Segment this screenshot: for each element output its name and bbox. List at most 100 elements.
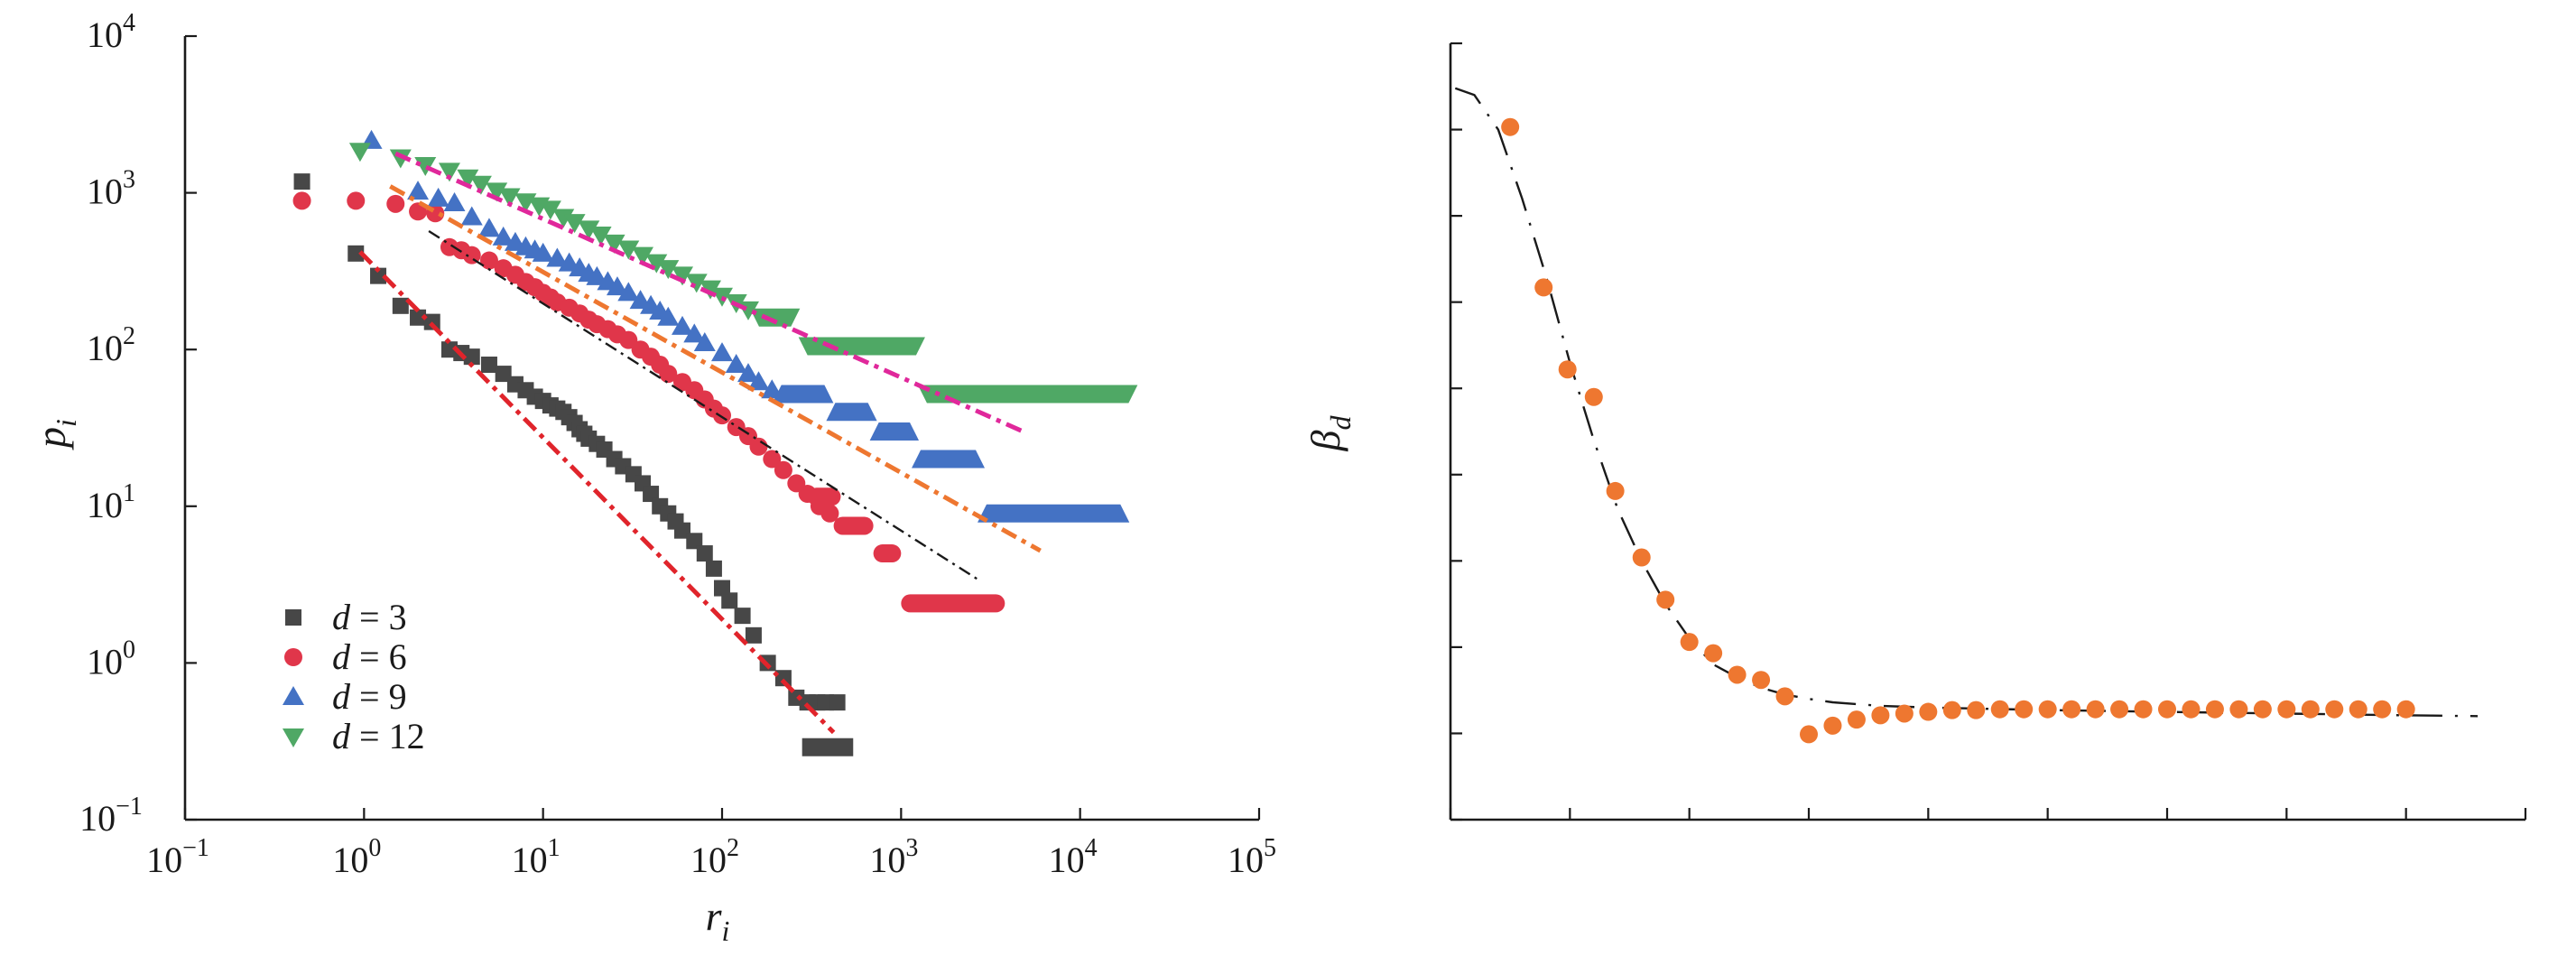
legend-symbol: d	[332, 597, 351, 637]
y-tick-exponent: −1	[116, 793, 143, 821]
plateau-band	[826, 403, 877, 422]
data-point	[389, 149, 412, 169]
plateau-band	[901, 594, 1005, 613]
data-point	[774, 460, 792, 479]
y-tick-base: 10	[87, 328, 123, 368]
data-point	[477, 218, 500, 237]
data-point	[479, 251, 498, 270]
legend-label: d = 12	[332, 716, 425, 756]
y-tick-label: 100	[87, 636, 135, 682]
data-point	[693, 332, 716, 352]
data-point	[2277, 700, 2296, 719]
x-tick-exponent: 1	[548, 834, 561, 862]
legend-value: 6	[389, 636, 407, 677]
y-tick-label: 103	[87, 166, 135, 212]
data-point	[410, 309, 427, 326]
data-point	[632, 246, 653, 266]
data-point	[683, 323, 706, 343]
legend-equals: =	[350, 676, 389, 717]
y-tick-base: 10	[87, 485, 123, 525]
data-point	[438, 162, 460, 182]
plateau-band	[802, 738, 854, 756]
y-axis-label: pi	[28, 419, 82, 450]
legend-marker	[283, 686, 304, 705]
y-tick-base: 10	[87, 14, 123, 55]
y-tick-label: 101	[87, 479, 135, 525]
data-point	[829, 694, 846, 711]
data-point	[1847, 710, 1866, 729]
data-point	[457, 169, 479, 189]
x-tick-base: 10	[869, 840, 905, 880]
data-point	[2134, 700, 2153, 719]
x-tick-base: 10	[1049, 840, 1085, 880]
data-point	[2158, 700, 2176, 719]
data-point	[586, 265, 608, 285]
data-point	[539, 200, 561, 220]
data-point	[774, 670, 792, 687]
legend-symbol: d	[332, 676, 351, 717]
y-tick-base: 10	[87, 172, 123, 212]
data-point	[1752, 671, 1771, 690]
x-tick-exponent: 0	[368, 834, 381, 862]
data-point	[672, 266, 693, 286]
legend-marker	[285, 609, 301, 626]
data-point	[696, 545, 713, 562]
data-point	[645, 254, 668, 274]
data-point	[2110, 700, 2129, 719]
data-point	[705, 560, 722, 577]
data-point	[721, 592, 738, 609]
legend-value: 3	[389, 597, 407, 637]
data-point	[1895, 704, 1913, 723]
panel-a: 10−1 100 101 102 103 104 10510−110010110210310…	[28, 9, 1276, 947]
series-d12	[348, 143, 1138, 404]
legend-symbol: d	[332, 636, 351, 677]
x-tick-label: 103	[869, 834, 918, 880]
legend: d = 3d = 6d = 9d = 12	[283, 597, 425, 756]
data-point	[578, 220, 600, 240]
data-point	[2349, 700, 2368, 719]
fit-curve	[1454, 87, 2479, 718]
legend-equals: =	[350, 716, 389, 756]
x-tick-label: 105	[1228, 834, 1276, 880]
legend-value: 9	[389, 676, 407, 717]
data-point	[546, 247, 569, 267]
data-point	[643, 486, 660, 503]
x-tick-label: 102	[690, 834, 739, 880]
y-tick-label: 104	[87, 9, 135, 55]
data-point	[292, 191, 311, 210]
data-point	[1606, 481, 1625, 500]
data-point	[713, 406, 731, 425]
y-tick-exponent: 2	[123, 322, 135, 350]
data-point	[2182, 700, 2201, 719]
data-point	[492, 226, 514, 246]
plateau-band	[869, 422, 920, 441]
data-point	[1584, 387, 1603, 406]
data-point	[386, 194, 405, 213]
data-point	[686, 533, 703, 550]
x-tick-exponent: −1	[182, 834, 209, 862]
y-tick-label: 10−1	[79, 793, 143, 839]
data-point	[1919, 702, 1938, 721]
series-d6	[292, 191, 1005, 613]
data-point	[657, 306, 680, 326]
data-point	[563, 214, 586, 234]
y-tick-exponent: 3	[123, 166, 135, 194]
fit-line	[428, 229, 979, 581]
data-point	[711, 342, 733, 362]
data-point	[2373, 700, 2392, 719]
plateau-band	[917, 385, 1138, 404]
plateau-band	[798, 337, 925, 356]
data-point	[348, 143, 371, 162]
plateau-band	[912, 450, 986, 469]
plateau-band	[873, 544, 902, 563]
data-point	[589, 227, 612, 246]
legend-label: d = 6	[332, 636, 407, 677]
data-point	[2253, 700, 2272, 719]
data-point	[414, 157, 437, 177]
x-tick-base: 10	[146, 840, 182, 880]
y-tick-base: 10	[87, 641, 123, 682]
data-point	[1680, 633, 1699, 652]
plateau-band	[807, 487, 841, 506]
legend-value: 12	[389, 716, 425, 756]
